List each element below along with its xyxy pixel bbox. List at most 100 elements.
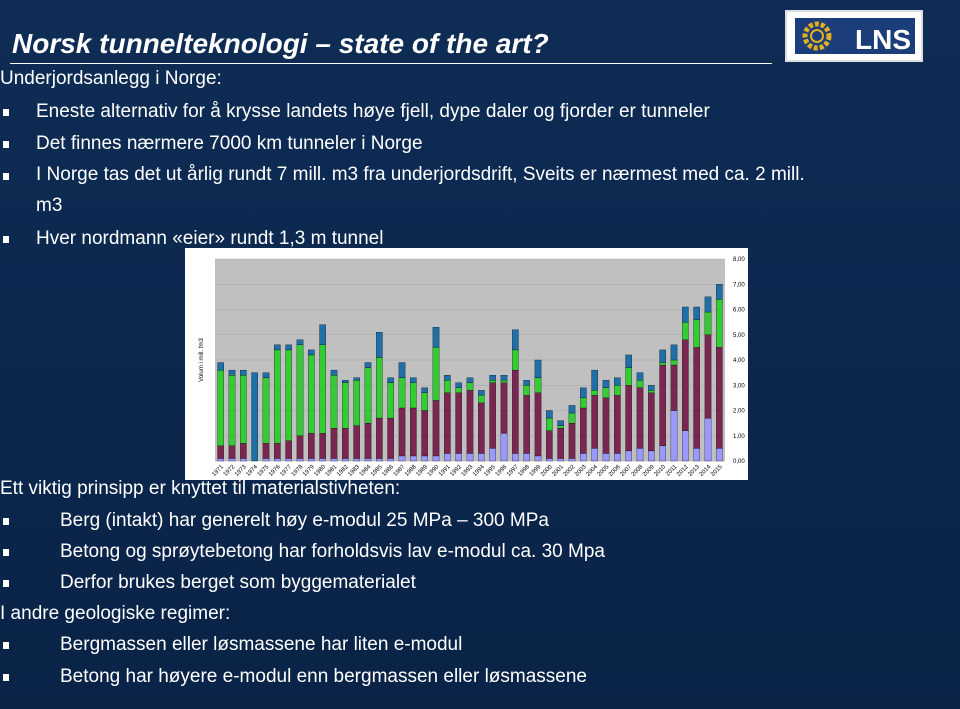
section-heading: Ett viktig prinsipp er knyttet til mater… bbox=[0, 478, 401, 499]
bar-segment bbox=[387, 382, 394, 419]
logo-box: LNS bbox=[795, 18, 915, 55]
bullet-marker bbox=[3, 674, 9, 681]
bar-segment bbox=[659, 445, 666, 462]
bar-segment bbox=[716, 347, 723, 449]
bar-segment bbox=[398, 362, 406, 378]
bar-segment bbox=[228, 445, 236, 459]
bar-segment bbox=[342, 380, 349, 383]
bullet-marker bbox=[3, 141, 9, 148]
bar-segment bbox=[534, 359, 542, 378]
bar-segment bbox=[670, 344, 678, 361]
bar-segment bbox=[636, 372, 644, 381]
bar-segment bbox=[693, 319, 700, 348]
bar-segment bbox=[432, 347, 440, 401]
section-heading: Underjordsanlegg i Norge: bbox=[0, 68, 222, 89]
bar-segment bbox=[500, 375, 508, 381]
bar-segment bbox=[534, 392, 542, 457]
bar-segment bbox=[262, 458, 270, 462]
bar-segment bbox=[410, 377, 417, 383]
bar-segment bbox=[478, 402, 485, 454]
y-tick-label: 0,00 bbox=[733, 459, 745, 465]
bar-segment bbox=[308, 433, 315, 459]
bar-segment bbox=[228, 458, 236, 462]
bar-segment bbox=[274, 344, 281, 351]
bar-segment bbox=[489, 448, 496, 462]
bar-segment bbox=[364, 367, 372, 424]
bar-segment bbox=[364, 422, 372, 459]
bar-segment bbox=[262, 372, 270, 378]
bar-segment bbox=[444, 392, 451, 454]
bar-segment bbox=[240, 458, 247, 462]
bar-segment bbox=[342, 458, 349, 462]
bar-segment bbox=[319, 344, 326, 434]
bar-segment bbox=[455, 387, 462, 393]
bar-segment bbox=[421, 410, 428, 457]
bar-segment bbox=[557, 425, 564, 429]
bar-segment bbox=[432, 327, 440, 348]
bar-segment bbox=[296, 458, 304, 462]
bullet-marker bbox=[3, 642, 9, 649]
bar-segment bbox=[546, 430, 553, 459]
bar-segment bbox=[704, 334, 712, 419]
bar-segment bbox=[308, 349, 315, 356]
y-tick-label: 6,00 bbox=[733, 308, 745, 314]
bar-segment bbox=[274, 349, 281, 444]
bar-segment bbox=[410, 382, 417, 409]
bar-segment bbox=[455, 392, 462, 454]
bar-segment bbox=[693, 347, 700, 449]
bar-segment bbox=[398, 407, 406, 457]
bar-segment bbox=[228, 375, 236, 446]
bar-segment bbox=[330, 375, 338, 429]
bar-segment bbox=[308, 354, 315, 434]
bar-segment bbox=[466, 453, 474, 462]
bar-segment bbox=[262, 443, 270, 459]
bar-segment bbox=[364, 362, 372, 368]
y-tick-label: 4,00 bbox=[733, 358, 745, 364]
bar-segment bbox=[557, 420, 564, 426]
bar-segment bbox=[591, 390, 598, 396]
bar-segment bbox=[432, 400, 440, 457]
bar-segment bbox=[500, 382, 508, 434]
bar-segment bbox=[682, 321, 689, 340]
bullet-text: Eneste alternativ for å krysse landets h… bbox=[36, 101, 710, 122]
bar-segment bbox=[387, 377, 394, 383]
bar-segment bbox=[591, 395, 598, 449]
bar-segment bbox=[217, 362, 224, 371]
bar-segment bbox=[648, 392, 655, 452]
bar-segment bbox=[670, 364, 678, 411]
bar-segment bbox=[387, 458, 394, 462]
bar-segment bbox=[648, 390, 655, 393]
bar-segment bbox=[421, 387, 428, 393]
bar-segment bbox=[466, 382, 474, 391]
bar-segment bbox=[308, 458, 315, 462]
bar-segment bbox=[432, 455, 440, 462]
logo-gear bbox=[802, 21, 832, 51]
bullet-text: I Norge tas det ut årlig rundt 7 mill. m… bbox=[36, 164, 805, 216]
bar-segment bbox=[500, 433, 508, 462]
bar-segment bbox=[557, 428, 564, 459]
bar-segment bbox=[421, 455, 428, 462]
bar-segment bbox=[580, 387, 587, 399]
bar-segment bbox=[591, 369, 598, 391]
bar-segment bbox=[376, 357, 383, 419]
bar-segment bbox=[398, 377, 406, 409]
y-tick-label: 1,00 bbox=[733, 434, 745, 440]
bar-segment bbox=[512, 329, 519, 351]
bar-segment bbox=[319, 433, 326, 459]
y-tick-label: 3,00 bbox=[733, 383, 745, 389]
bar-segment bbox=[330, 428, 338, 459]
bar-segment bbox=[240, 369, 247, 376]
bar-segment bbox=[353, 458, 360, 462]
bullet-text: Det finnes nærmere 7000 km tunneler i No… bbox=[36, 133, 423, 154]
bullet-text: Derfor brukes berget som byggematerialet bbox=[60, 572, 416, 593]
bar-segment bbox=[534, 377, 542, 393]
bullet-text: Bergmassen eller løsmassene har liten e-… bbox=[60, 634, 463, 655]
bar-segment bbox=[466, 390, 474, 454]
bar-segment bbox=[523, 380, 530, 386]
bullet-marker bbox=[3, 236, 9, 243]
bar-segment bbox=[625, 354, 632, 368]
bar-segment bbox=[240, 443, 247, 459]
bar-segment bbox=[444, 380, 451, 393]
bar-segment bbox=[602, 380, 610, 388]
bar-segment bbox=[240, 375, 247, 444]
